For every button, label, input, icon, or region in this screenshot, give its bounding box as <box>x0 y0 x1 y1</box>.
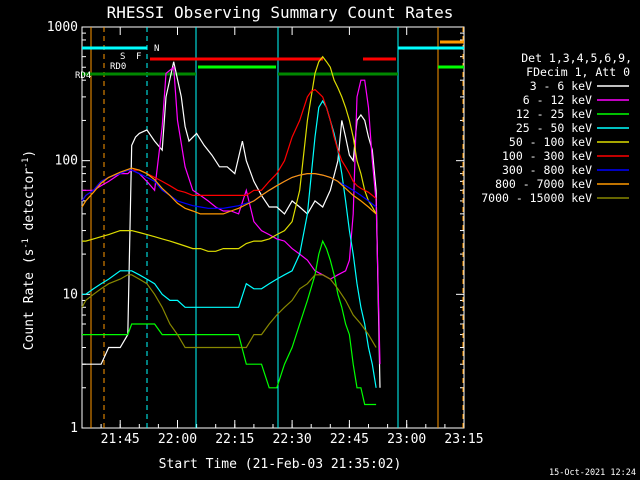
y-axis-label: Count Rate (s-1 detector-1) <box>21 150 37 351</box>
legend-label-4: 50 - 100 keV <box>509 135 592 149</box>
legend-header-1: Det 1,3,4,5,6,9, <box>521 51 632 65</box>
legend-label-1: 6 - 12 keV <box>523 93 592 107</box>
legend-label-0: 3 - 6 keV <box>530 79 592 93</box>
legend: Det 1,3,4,5,6,9, FDecim 1, Att 0 3 - 6 k… <box>481 51 632 205</box>
y-tick-label: 100 <box>55 154 78 169</box>
legend-label-8: 7000 - 15000 keV <box>481 191 592 205</box>
annotation-s: S <box>120 52 125 62</box>
x-axis-label: Start Time (21-Feb-03 21:35:02) <box>159 457 402 472</box>
x-tick-label: 21:45 <box>101 432 140 447</box>
annotation-f: F <box>136 52 141 62</box>
series-line-1 <box>82 66 381 365</box>
series-line-7 <box>81 167 377 215</box>
legend-label-3: 25 - 50 keV <box>516 121 592 135</box>
x-tick-label: 22:00 <box>158 432 197 447</box>
series-line-2 <box>82 239 377 406</box>
series-line-4 <box>82 55 377 252</box>
annotation-rd0: RD0 <box>110 62 126 72</box>
series-line-6 <box>81 169 377 209</box>
legend-label-2: 12 - 25 keV <box>516 107 592 121</box>
date-stamp: 15-Oct-2021 12:24 <box>549 468 636 478</box>
x-tick-label: 23:15 <box>444 432 483 447</box>
legend-label-6: 300 - 800 keV <box>502 163 592 177</box>
annotation-n: N <box>154 44 159 54</box>
series-line-0 <box>82 61 381 388</box>
series-line-8 <box>81 274 377 349</box>
x-tick-label: 22:15 <box>215 432 254 447</box>
legend-label-7: 800 - 7000 keV <box>495 177 592 191</box>
legend-header-2: FDecim 1, Att 0 <box>526 65 630 79</box>
y-tick-label: 1000 <box>47 20 78 35</box>
y-tick-label: 1 <box>70 421 78 436</box>
y-tick-label: 10 <box>62 287 78 302</box>
annotation-rd4: RD4 <box>75 71 91 81</box>
series-line-3 <box>82 99 377 388</box>
plot-frame <box>81 26 465 429</box>
chart-title: RHESSI Observing Summary Count Rates <box>107 3 454 22</box>
x-tick-label: 22:30 <box>273 432 312 447</box>
series-layer <box>81 27 464 428</box>
legend-label-5: 100 - 300 keV <box>502 149 592 163</box>
x-tick-label: 23:00 <box>387 432 426 447</box>
x-tick-label: 22:45 <box>330 432 369 447</box>
